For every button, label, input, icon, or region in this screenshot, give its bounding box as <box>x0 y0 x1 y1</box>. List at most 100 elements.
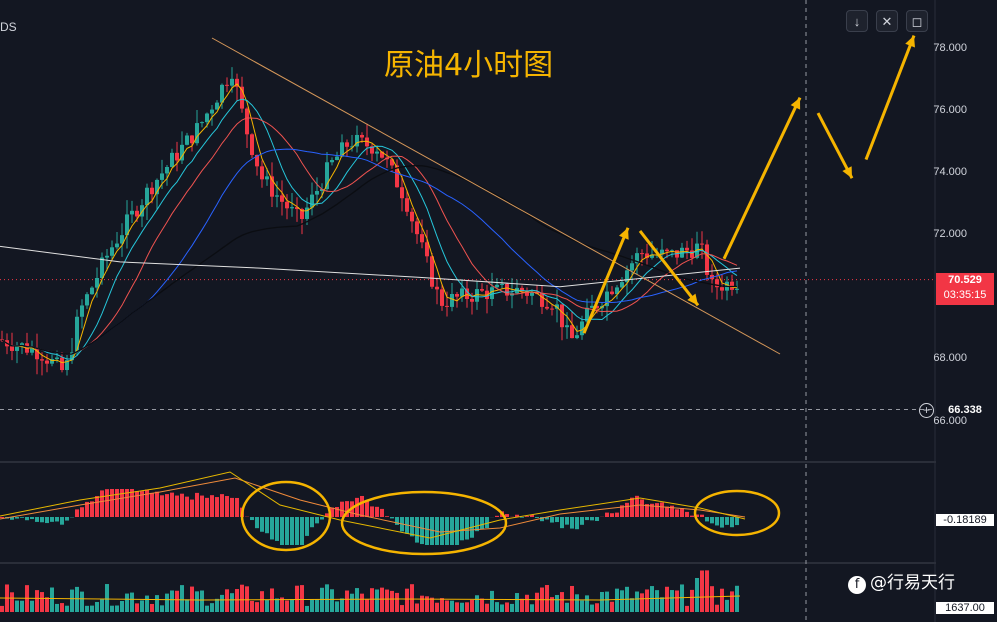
macd-bar <box>580 517 584 525</box>
candle-body <box>150 187 154 195</box>
candle-body <box>90 287 94 295</box>
volume-bar <box>350 593 354 612</box>
macd-bar <box>385 516 389 517</box>
annotation-arrow <box>816 112 854 179</box>
volume-bar <box>425 596 429 612</box>
volume-bar <box>435 602 439 612</box>
candle-body <box>35 348 39 360</box>
volume-bar <box>255 602 259 612</box>
macd-bar <box>225 496 229 517</box>
volume-bar <box>35 590 39 612</box>
candle-body <box>125 214 129 236</box>
volume-bar <box>180 585 184 612</box>
candle-body <box>610 291 614 295</box>
volume-bar <box>205 605 209 612</box>
volume-bar <box>380 587 384 612</box>
macd-bar <box>430 517 434 545</box>
volume-bar <box>20 600 24 612</box>
maximize-button[interactable]: ◻ <box>906 10 928 32</box>
y-tick-label: 68.000 <box>933 352 967 364</box>
macd-bar <box>130 489 134 517</box>
volume-value-tag: 1637.00 <box>936 602 994 614</box>
volume-bar <box>110 605 114 612</box>
candle-body <box>370 146 374 154</box>
candle-body <box>620 282 624 288</box>
macd-bar <box>185 496 189 517</box>
macd-bar <box>735 517 739 526</box>
candle-body <box>310 194 314 208</box>
macd-line <box>0 471 746 539</box>
macd-bar <box>260 517 264 532</box>
candle-body <box>290 207 294 209</box>
macd-bar <box>390 517 394 519</box>
candle-body <box>650 254 654 258</box>
volume-bar <box>585 595 589 612</box>
volume-bar <box>175 590 179 612</box>
annotation-arrow <box>722 96 802 260</box>
macd-bar <box>630 497 634 517</box>
volume-bar <box>660 597 664 612</box>
macd-bar <box>255 517 259 529</box>
candle-body <box>480 289 484 291</box>
candle-body <box>15 346 19 351</box>
collapse-button[interactable]: ✕ <box>876 10 898 32</box>
volume-bar <box>100 599 104 612</box>
macd-bar <box>610 513 614 517</box>
macd-bar <box>545 517 549 520</box>
volume-bar <box>325 584 329 612</box>
macd-bar <box>290 517 294 545</box>
candle-body <box>555 304 559 309</box>
macd-bar <box>345 501 349 517</box>
candle-body <box>550 308 554 310</box>
macd-bar <box>175 495 179 517</box>
macd-bar <box>495 515 499 517</box>
candle-body <box>250 134 254 155</box>
volume-bar <box>295 585 299 612</box>
macd-bar <box>530 514 534 517</box>
candle-body <box>245 108 249 135</box>
crosshair-add-icon[interactable]: + <box>919 403 934 418</box>
volume-bar <box>570 585 574 612</box>
candle-body <box>735 288 739 290</box>
candle-body <box>435 286 439 290</box>
annotation-arrow <box>582 227 630 334</box>
macd-bar <box>340 501 344 517</box>
macd-bar <box>300 517 304 545</box>
macd-bar <box>210 495 214 517</box>
candle-body <box>720 287 724 291</box>
candle-body <box>375 151 379 154</box>
macd-bar <box>25 517 29 521</box>
candle-body <box>110 247 114 256</box>
volume-bar <box>685 605 689 612</box>
scroll-down-button[interactable]: ↓ <box>846 10 868 32</box>
macd-bar <box>315 517 319 524</box>
volume-bar <box>400 605 404 612</box>
arrow-head <box>619 227 629 240</box>
volume-bar <box>140 600 144 612</box>
y-tick-label: 78.000 <box>933 42 967 54</box>
macd-bar <box>125 489 129 517</box>
macd-bar <box>190 499 194 517</box>
candle-body <box>10 346 14 351</box>
volume-bar <box>485 603 489 612</box>
macd-bar <box>215 497 219 517</box>
candle-body <box>660 249 664 255</box>
arrow-head <box>790 97 801 110</box>
volume-bar <box>145 595 149 612</box>
macd-bar <box>375 506 379 517</box>
candle-body <box>505 283 509 296</box>
candle-body <box>315 191 319 195</box>
candle-body <box>40 359 44 361</box>
volume-bar <box>330 589 334 612</box>
volume-bar <box>630 598 634 612</box>
macd-bar <box>725 517 729 525</box>
candle-body <box>645 253 649 258</box>
volume-bar <box>65 605 69 612</box>
macd-bar <box>230 497 234 517</box>
volume-bar <box>40 592 44 612</box>
candle-body <box>265 176 269 180</box>
candle-body <box>105 255 109 258</box>
volume-bar <box>385 589 389 612</box>
macd-bar <box>135 491 139 517</box>
